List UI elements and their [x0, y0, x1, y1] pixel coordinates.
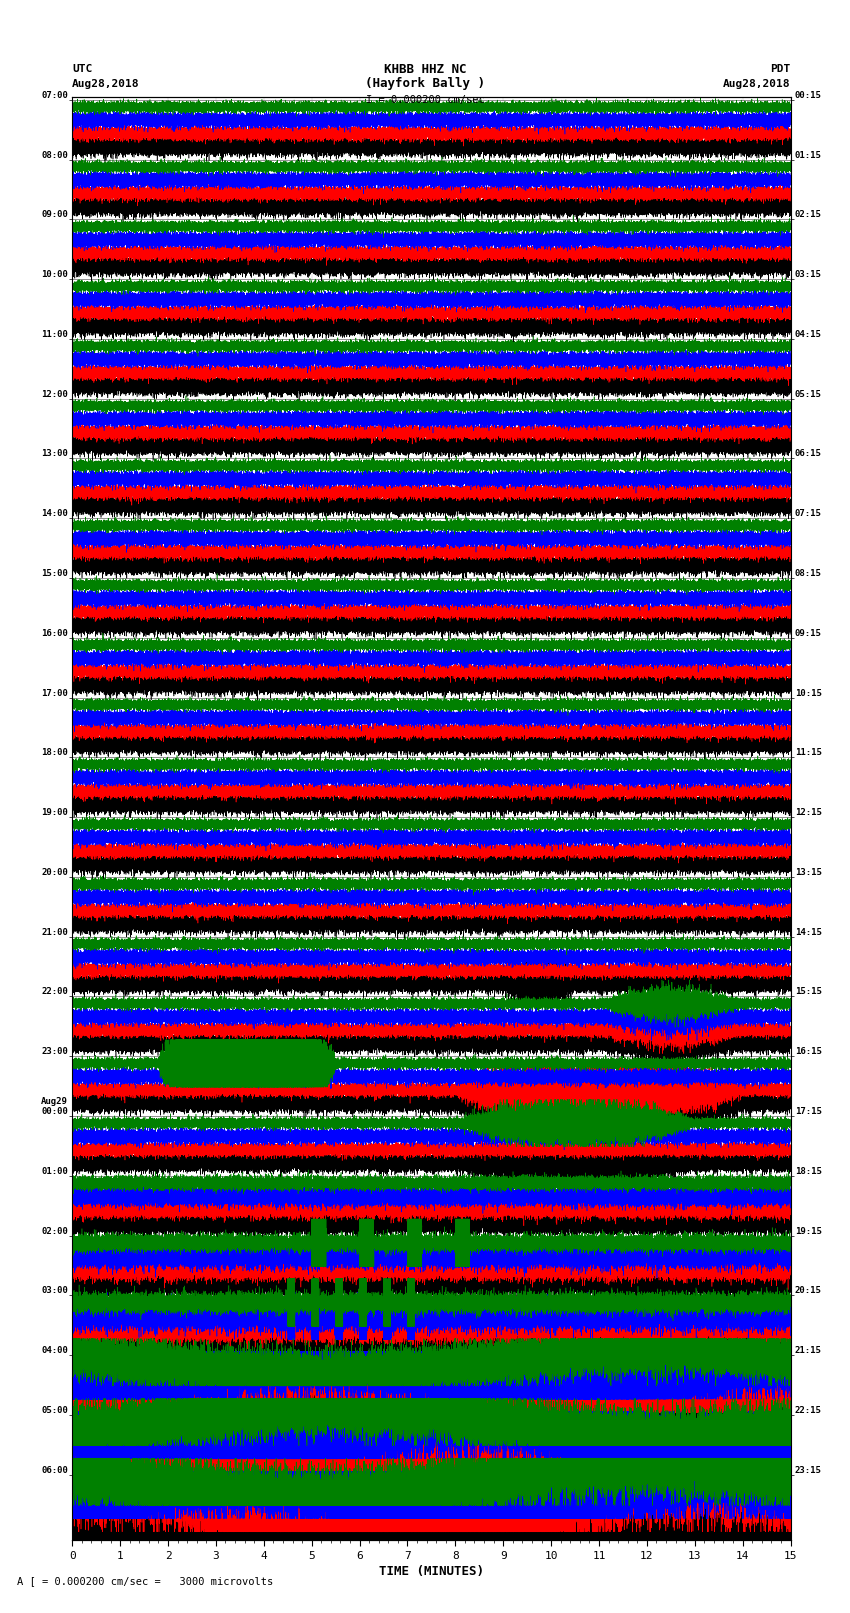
Text: Aug28,2018: Aug28,2018: [72, 79, 139, 89]
Text: UTC: UTC: [72, 65, 93, 74]
Text: KHBB HHZ NC: KHBB HHZ NC: [383, 63, 467, 76]
Text: I = 0.000200 cm/sec: I = 0.000200 cm/sec: [366, 95, 484, 105]
Text: (Hayfork Bally ): (Hayfork Bally ): [365, 77, 485, 90]
X-axis label: TIME (MINUTES): TIME (MINUTES): [379, 1565, 484, 1578]
Text: Aug28,2018: Aug28,2018: [723, 79, 791, 89]
Text: A [ = 0.000200 cm/sec =   3000 microvolts: A [ = 0.000200 cm/sec = 3000 microvolts: [17, 1576, 273, 1586]
Text: PDT: PDT: [770, 65, 790, 74]
